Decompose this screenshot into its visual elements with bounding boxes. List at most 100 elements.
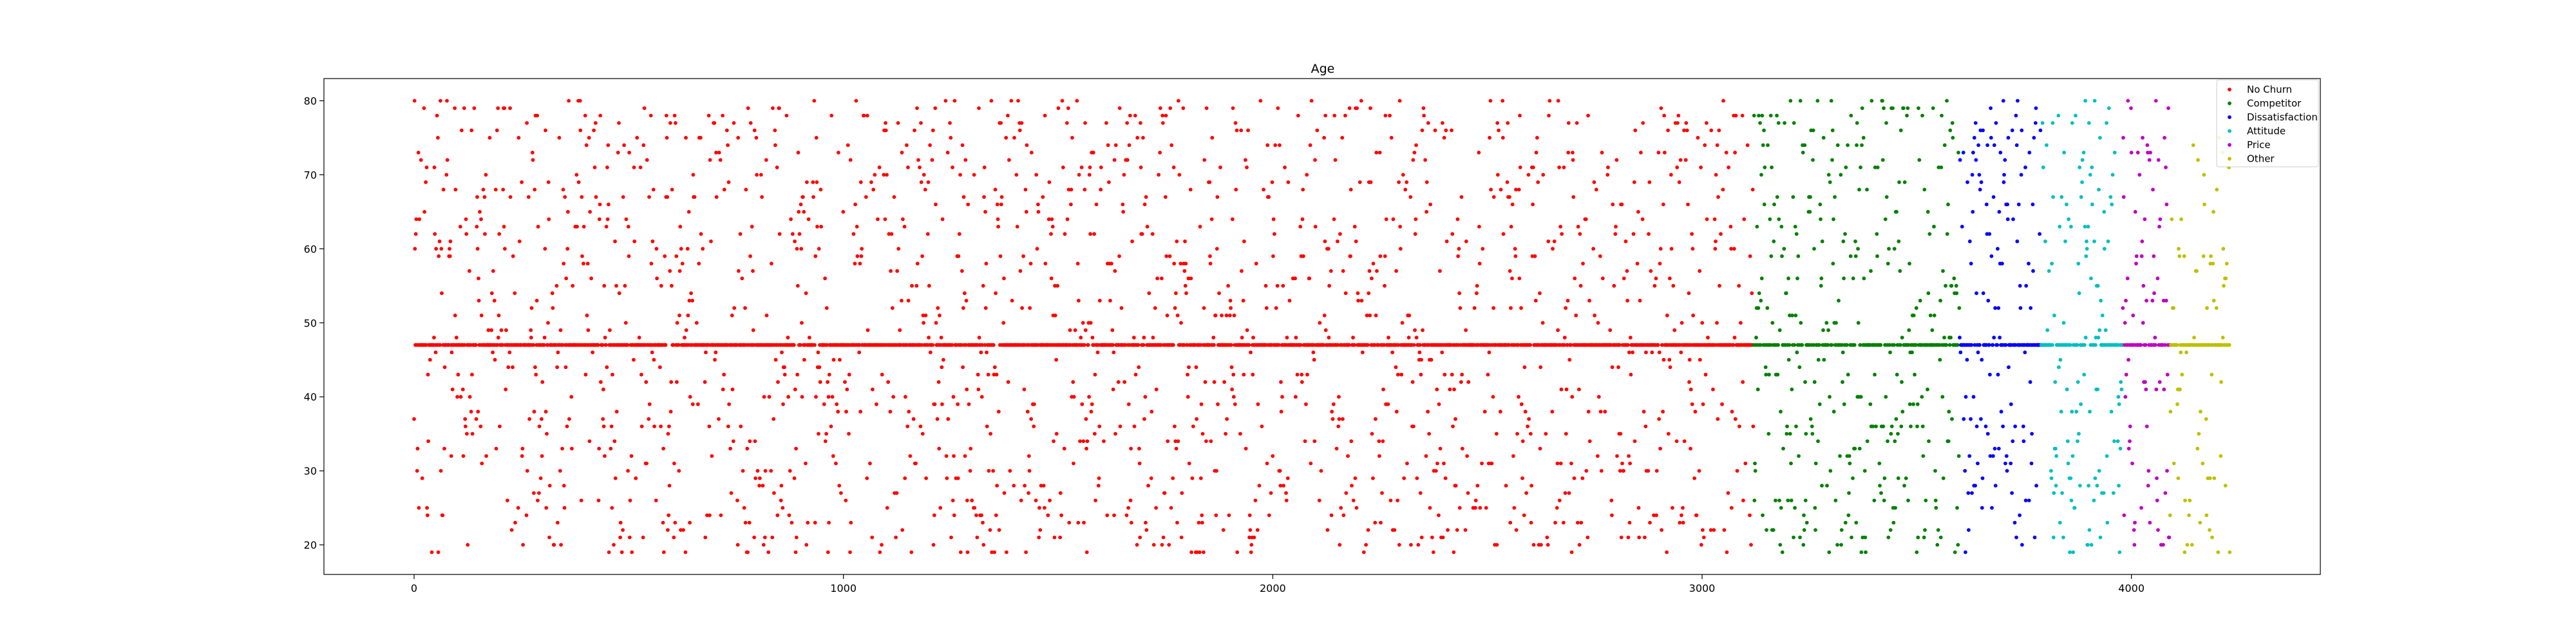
data-point [1144,528,1149,532]
data-point [2020,128,2024,133]
data-point [501,187,506,192]
data-point [436,136,440,140]
data-point [1041,195,1045,199]
data-point [2214,306,2219,310]
data-point [1208,180,1212,184]
data-point [1249,543,1254,547]
data-point [1830,343,1834,347]
data-point [1804,431,1808,436]
data-point [1129,446,1133,451]
data-point [1847,491,1851,495]
data-point [1035,247,1039,251]
data-point [1798,535,1802,540]
data-point [1639,151,1643,155]
data-point [1676,121,1680,125]
x-tick-label: 0 [411,582,417,594]
data-point [1700,321,1705,325]
data-point [1779,506,1783,510]
data-point [1900,336,1904,340]
data-point [2179,217,2183,222]
data-point [1657,417,1662,421]
data-point [1099,187,1103,192]
data-point [2070,410,2074,414]
data-point [1662,113,1667,118]
data-point [960,343,963,347]
data-point [1054,357,1058,362]
data-point [983,210,987,214]
data-point [914,461,918,466]
data-point [2137,173,2142,177]
data-point [1519,306,1523,310]
data-point [1522,365,1527,370]
data-point [2204,417,2208,421]
data-point [1730,410,1734,414]
data-point [888,410,893,414]
data-point [668,269,672,273]
data-point [2051,195,2055,199]
data-point [638,166,643,169]
data-point [1562,336,1567,340]
data-point [1826,173,1831,177]
data-point [1412,151,1417,155]
data-point [1535,136,1539,140]
data-point [1889,424,1894,428]
data-point [1993,446,1997,451]
data-point [1110,328,1115,332]
data-point [1715,143,1719,147]
data-point [1373,520,1378,525]
data-point [1896,431,1900,436]
data-point [2132,543,2137,547]
data-point [1610,513,1614,517]
data-point [1197,550,1202,554]
data-point [2204,513,2209,517]
data-point [672,113,677,118]
data-point [2050,261,2054,266]
data-point [1565,343,1569,347]
data-point [1173,439,1178,443]
data-point [424,180,428,184]
data-point [906,166,910,169]
data-point [875,402,878,406]
data-point [1202,158,1207,162]
data-point [2063,239,2067,243]
data-point [1946,439,1951,443]
data-point [1056,283,1059,288]
data-point [448,247,451,251]
data-point [1763,166,1767,169]
data-point [1039,484,1043,488]
data-point [889,232,894,236]
data-point [1964,395,1968,399]
data-point [448,239,453,243]
data-point [661,520,665,525]
data-point [752,128,757,133]
data-point [1724,151,1728,155]
data-point [2201,461,2205,466]
data-point [1641,121,1645,125]
data-point [1063,232,1067,236]
data-point [2077,431,2081,436]
data-point [1326,247,1331,251]
data-point [1313,158,1317,162]
data-point [1989,136,1993,140]
data-point [1208,254,1212,258]
data-point [1800,343,1804,347]
data-point [2180,372,2184,377]
data-point [1692,476,1697,480]
data-point [583,372,588,377]
data-point [1616,365,1620,370]
data-point [2068,343,2072,347]
data-point [1611,202,1615,207]
data-point [455,395,459,399]
data-point [2121,306,2125,310]
data-point [1285,476,1290,480]
data-point [486,328,491,332]
data-point [996,410,1001,414]
data-point [1598,410,1603,414]
data-point [1352,225,1357,229]
data-point [565,424,569,428]
data-point [1446,528,1450,532]
data-point [853,202,857,207]
data-point [1556,99,1560,103]
data-point [1501,99,1505,103]
data-point [481,187,486,192]
